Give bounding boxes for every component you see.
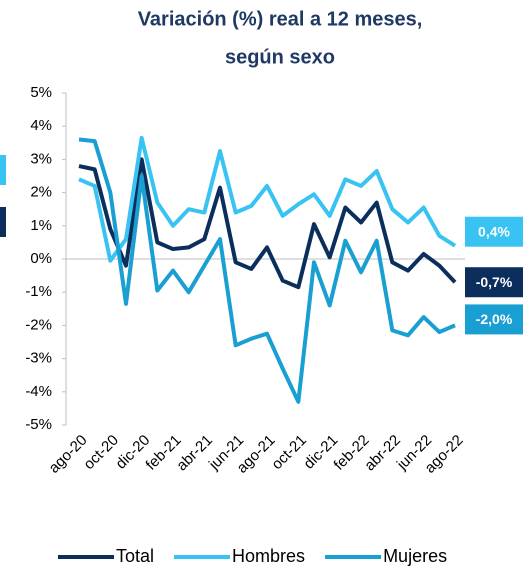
legend-label: Total bbox=[116, 546, 154, 566]
chart-title: Variación (%) real a 12 meses, bbox=[138, 8, 423, 30]
series-line bbox=[78, 157, 457, 290]
y-tick-label: -2% bbox=[25, 316, 52, 333]
value-label-box bbox=[465, 267, 523, 298]
value-label: -2,0% bbox=[476, 311, 513, 327]
value-label-box bbox=[465, 216, 523, 247]
value-label: -0,7% bbox=[476, 274, 513, 290]
x-tick-label: oct-20 bbox=[80, 432, 122, 474]
cropped-box bbox=[0, 155, 6, 185]
legend-label: Mujeres bbox=[383, 546, 447, 566]
y-tick-label: 0% bbox=[30, 250, 52, 267]
y-tick-label: -3% bbox=[25, 350, 52, 367]
y-tick-label: -1% bbox=[25, 283, 52, 300]
value-label-box bbox=[465, 304, 523, 335]
y-tick-label: 2% bbox=[30, 184, 52, 201]
y-tick-label: 3% bbox=[30, 150, 52, 167]
legend-label: Hombres bbox=[232, 546, 305, 566]
y-tick-label: 5% bbox=[30, 84, 52, 101]
y-tick-label: 1% bbox=[30, 217, 52, 234]
y-tick-label: -5% bbox=[25, 416, 52, 433]
x-tick-label: ago-20 bbox=[46, 432, 91, 477]
series-line bbox=[78, 137, 456, 404]
cropped-box bbox=[0, 207, 6, 237]
y-tick-label: -4% bbox=[25, 383, 52, 400]
x-tick-label: abr-21 bbox=[173, 432, 216, 475]
series-line bbox=[78, 135, 457, 263]
y-tick-label: 4% bbox=[30, 117, 52, 134]
value-label: 0,4% bbox=[478, 223, 510, 239]
chart-title: según sexo bbox=[225, 46, 335, 68]
x-tick-label: oct-21 bbox=[268, 432, 310, 474]
x-tick-label: abr-22 bbox=[361, 432, 404, 475]
